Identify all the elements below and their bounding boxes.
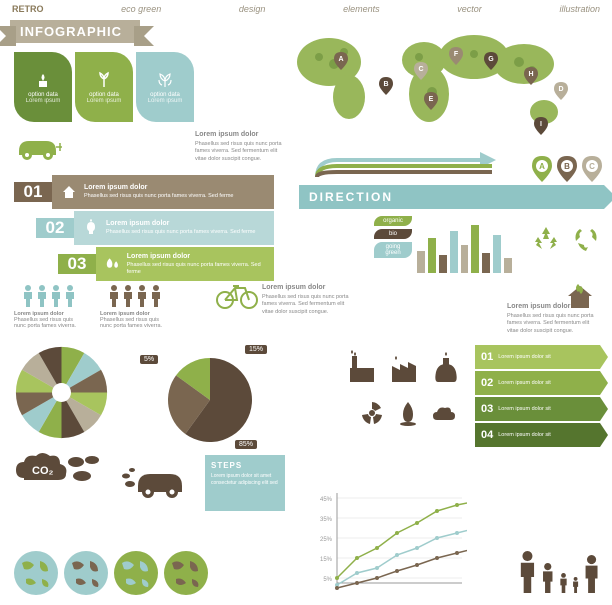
direction-banner: DIRECTION	[299, 185, 604, 209]
abc-pins: A B C	[532, 156, 602, 182]
leaf-options: option dataLorem ipsumoption dataLorem i…	[14, 52, 194, 122]
header-keywords: RETROeco greendesignelementsvectorillust…	[0, 0, 612, 18]
numbered-steps: 01Lorem ipsum dolorPhasellus sed risus q…	[14, 175, 274, 283]
car-emission-icon	[120, 460, 190, 502]
svg-text:25%: 25%	[320, 537, 333, 543]
world-map: A B C E F G H D I	[274, 22, 604, 152]
hazard-icons	[359, 400, 457, 426]
people-groups: Lorem ipsum dolorPhasellus sed risus qui…	[14, 285, 170, 329]
svg-text:45%: 45%	[320, 497, 333, 503]
svg-text:I: I	[540, 121, 542, 128]
svg-text:B: B	[564, 162, 570, 171]
house-paragraph: Lorem ipsum dolorPhasellus sed risus qui…	[507, 302, 597, 336]
co2-cloud: CO₂	[14, 450, 104, 493]
bicycle-icon	[215, 280, 259, 310]
bar-chart	[417, 218, 512, 273]
svg-text:B: B	[383, 81, 388, 88]
svg-text:G: G	[488, 56, 494, 63]
svg-text:D: D	[558, 86, 563, 93]
pie-chart: 15%5%85%	[160, 350, 260, 450]
eco-car-icon	[14, 133, 66, 163]
bike-paragraph: Lorem ipsum dolorPhasellus sed risus qui…	[262, 283, 357, 317]
steps-info-box: STEPS Lorem ipsum dolor sit amet consect…	[205, 455, 285, 511]
svg-text:A: A	[338, 56, 343, 63]
svg-text:A: A	[539, 162, 545, 171]
paragraph-1: Lorem ipsum dolorPhasellus sed risus qui…	[195, 130, 290, 164]
tag-labels: organicbiogoing green	[374, 216, 412, 258]
line-chart: 45% 35% 25% 15% 5%	[317, 483, 467, 593]
pinwheel-chart	[14, 345, 109, 440]
ribbon-list: 01Lorem ipsum dolor sit02Lorem ipsum dol…	[475, 345, 600, 449]
svg-text:C: C	[589, 162, 595, 171]
svg-text:CO₂: CO₂	[32, 465, 54, 477]
family-icons	[518, 551, 600, 593]
svg-text:15%: 15%	[320, 557, 333, 563]
svg-text:H: H	[528, 71, 533, 78]
svg-text:E: E	[429, 96, 434, 103]
svg-text:C: C	[418, 66, 423, 73]
recycle-icons	[532, 225, 600, 253]
svg-text:5%: 5%	[323, 577, 332, 583]
globe-row	[14, 551, 208, 595]
curved-arrows	[312, 152, 502, 182]
svg-text:F: F	[454, 51, 459, 58]
infographic-banner: INFOGRAPHIC	[10, 20, 140, 43]
factory-icons	[346, 350, 462, 384]
svg-text:35%: 35%	[320, 517, 333, 523]
